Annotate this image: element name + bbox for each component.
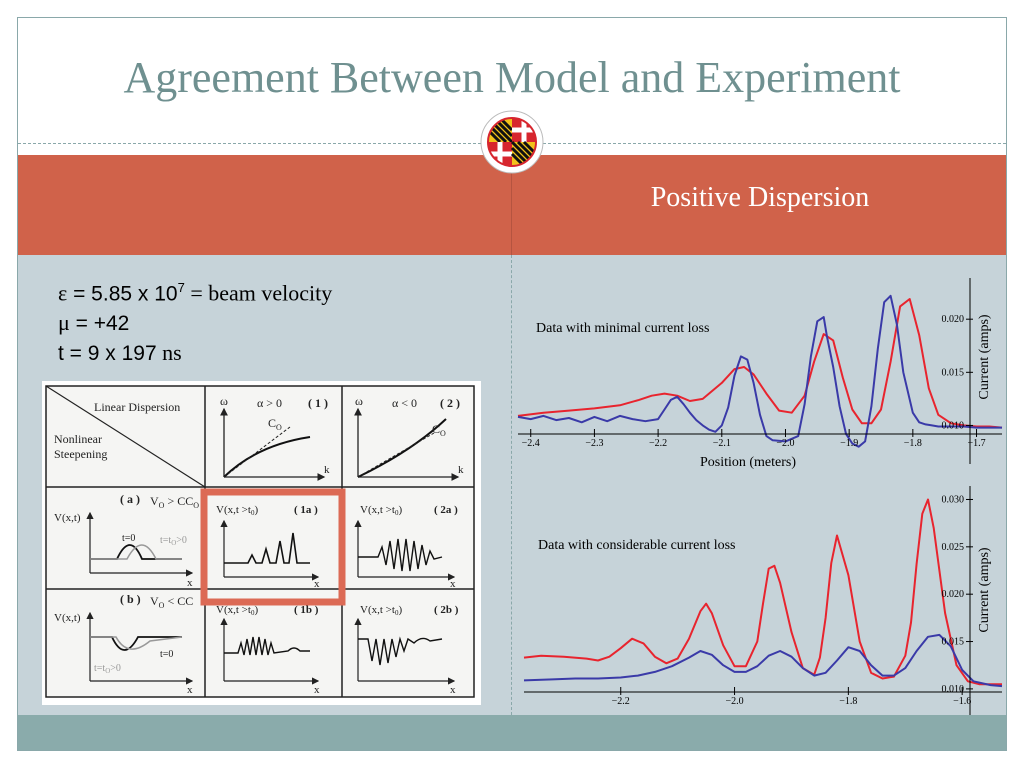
- top-chart-xtick-label: −2.1: [713, 438, 731, 449]
- bottom-chart-ytick-label: 0.020: [942, 589, 965, 600]
- bottom-chart-series-1: [523, 498, 1002, 686]
- vxt0-label-2a: V(x,t >t0): [360, 504, 402, 517]
- panel-2b-label: ( 2b ): [434, 604, 459, 616]
- panel-1a-label: ( 1a ): [294, 504, 318, 516]
- top-chart-xtick-label: −1.9: [840, 438, 858, 449]
- k-label-1: k: [324, 464, 330, 476]
- velocity-exponent: 7: [177, 280, 185, 295]
- co-label-1: CO: [268, 416, 282, 432]
- tt0-label-a: t=tO>0: [160, 535, 187, 547]
- x-label-b: x: [187, 684, 193, 696]
- tt0-label-b: t=tO>0: [94, 663, 121, 675]
- bottom-chart-xtick-label: −1.6: [953, 696, 971, 707]
- top-chart-xtick-label: −2.2: [649, 438, 667, 449]
- top-chart-xlabel: Position (meters): [700, 455, 796, 470]
- time-unit: ns: [156, 340, 182, 365]
- epsilon-symbol: ε: [58, 280, 68, 306]
- dispersion-table-svg: Linear Dispersion Nonlinear Steepening ω…: [45, 385, 475, 698]
- top-chart-ytick-label: 0.015: [942, 367, 965, 378]
- top-chart-ytick-label: 0.020: [942, 314, 965, 325]
- top-chart-ylabel: Current (amps): [977, 314, 992, 399]
- bottom-chart-ytick-label: 0.010: [942, 684, 965, 695]
- column-divider: [511, 255, 512, 715]
- slide-title: Agreement Between Model and Experiment: [123, 53, 901, 102]
- velocity-label: = beam velocity: [184, 280, 333, 306]
- vxt-label-b: V(x,t): [54, 612, 81, 624]
- param-time: t = 9 x 197 ns: [58, 340, 182, 366]
- panel-2a-label: ( 2a ): [434, 504, 458, 516]
- alpha-gt-label: α > 0: [257, 396, 282, 410]
- panel-2-label: ( 2 ): [440, 396, 460, 410]
- bottom-chart-xtick-label: −2.0: [725, 696, 743, 707]
- panel-1-label: ( 1 ): [308, 396, 328, 410]
- param-mu: μ = +42: [58, 310, 129, 336]
- x-label-2a: x: [450, 578, 456, 590]
- bottom-chart-ytick-label: 0.015: [942, 637, 965, 648]
- steepening-label: Steepening: [54, 447, 107, 461]
- bottom-chart-ytick-label: 0.030: [942, 494, 965, 505]
- bottom-chart-annotation: Data with considerable current loss: [538, 538, 736, 553]
- omega-label-1: ω: [220, 394, 228, 408]
- omega-label-2: ω: [355, 394, 363, 408]
- mu-value: = +42: [69, 312, 130, 335]
- row-a-label: ( a ): [120, 492, 140, 506]
- vxt-label-a: V(x,t): [54, 512, 81, 524]
- slide-frame: [17, 17, 1007, 751]
- top-chart-xtick-label: −1.7: [967, 438, 985, 449]
- plot-considerable-loss: −2.2 −2.0 −1.8 −1.60.010 0.015 0.020 0.025 0.03…: [523, 486, 1003, 715]
- top-chart-xtick-label: −1.8: [904, 438, 922, 449]
- k-label-2: k: [458, 464, 464, 476]
- top-chart-ytick-label: 0.010: [942, 420, 965, 431]
- dispersion-figure: Linear Dispersion Nonlinear Steepening ω…: [42, 381, 481, 705]
- vxt0-label-1a: V(x,t >t0): [216, 504, 258, 517]
- highlight-box-1a: [200, 488, 346, 606]
- t0-label-a: t=0: [122, 533, 135, 544]
- bottom-chart-ylabel: Current (amps): [977, 547, 992, 632]
- top-chart-xtick-label: −2.3: [585, 438, 603, 449]
- x-label-1a: x: [314, 578, 320, 590]
- bottom-chart-ytick-label: 0.025: [942, 542, 965, 553]
- x-label-2b: x: [450, 684, 456, 696]
- linear-dispersion-label: Linear Dispersion: [94, 400, 180, 414]
- top-chart-xtick-label: −2.0: [776, 438, 794, 449]
- slide-subtitle: Positive Dispersion: [650, 182, 870, 213]
- vxt0-label-1b: V(x,t >t0): [216, 604, 258, 617]
- footer-band: [18, 715, 1006, 750]
- band-divider: [511, 155, 512, 255]
- param-velocity: ε = 5.85 x 107 = beam velocity: [58, 280, 332, 306]
- row-b-condition: VO < CC: [150, 594, 193, 610]
- row-a-condition: VO > CCO: [150, 494, 199, 510]
- vxt0-label-2b: V(x,t >t0): [360, 604, 402, 617]
- row-b-label: ( b ): [120, 592, 141, 606]
- nonlinear-label: Nonlinear: [54, 432, 102, 446]
- velocity-value: = 5.85 x 10: [67, 282, 178, 306]
- university-seal-icon: [480, 110, 544, 174]
- co-label-2: CO: [432, 422, 446, 438]
- top-chart-xtick-label: −2.4: [522, 438, 540, 449]
- top-chart-series-1: [517, 298, 1003, 429]
- time-value: t = 9 x 197: [58, 342, 157, 365]
- plot-minimal-loss: −2.4 −2.3 −2.2 −2.1 −2.0 −1.9 −1.8 −1.70.010 0.0…: [517, 278, 1003, 470]
- t0-label-b: t=0: [160, 649, 173, 660]
- bottom-chart-series-2: [523, 633, 1003, 688]
- x-label-1b: x: [314, 684, 320, 696]
- bottom-chart-xtick-label: −1.8: [839, 696, 857, 707]
- top-chart-series-2: [517, 294, 1002, 448]
- top-chart-annotation: Data with minimal current loss: [536, 321, 709, 336]
- x-label-a: x: [187, 577, 193, 589]
- mu-symbol: μ: [58, 310, 70, 335]
- bottom-chart-xtick-label: −2.2: [612, 696, 630, 707]
- alpha-lt-label: α < 0: [392, 396, 417, 410]
- panel-1b-label: ( 1b ): [294, 604, 319, 616]
